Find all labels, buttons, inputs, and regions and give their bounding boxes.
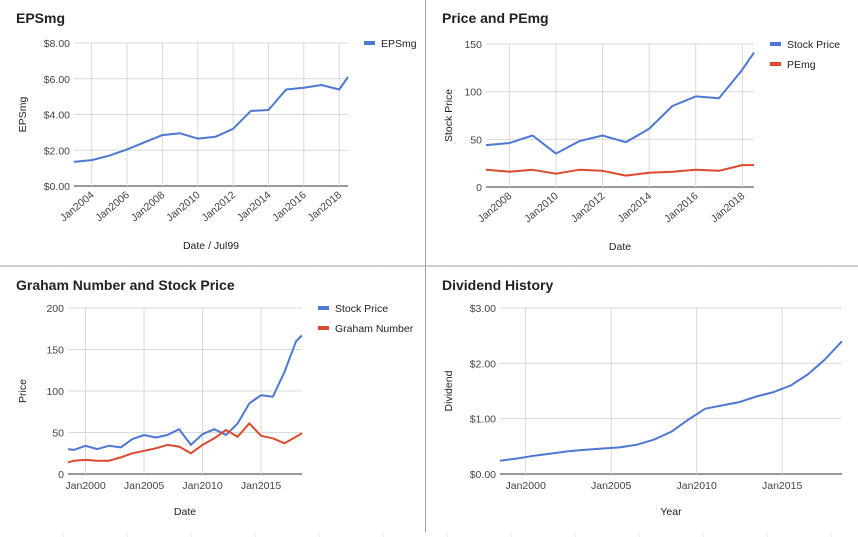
y-tick-label: 150	[464, 39, 482, 51]
y-tick-label: $2.00	[470, 358, 496, 370]
x-tick-label: Jan2000	[65, 480, 105, 492]
x-tick-label: Jan2014	[615, 190, 654, 225]
y-axis-label: Dividend	[443, 370, 455, 411]
chart-title: Dividend History	[442, 277, 553, 293]
legend-label: PEmg	[787, 59, 816, 71]
x-tick-label: Jan2008	[476, 190, 515, 225]
y-tick-label: 50	[470, 134, 482, 146]
legend-label: EPSmg	[381, 38, 417, 50]
x-tick-label: Jan2010	[182, 480, 222, 492]
y-tick-label: $0.00	[470, 469, 496, 481]
y-tick-label: 150	[46, 345, 64, 357]
y-tick-label: 50	[52, 428, 64, 440]
chart-panel-graham: Graham Number and Stock Price 0 50 100 150 20…	[0, 267, 425, 532]
legend-swatch	[770, 62, 781, 66]
legend-label: Stock Price	[335, 303, 388, 315]
x-tick-label: Jan2010	[164, 189, 203, 224]
x-tick-label: Jan2006	[93, 189, 132, 224]
chart-title: Graham Number and Stock Price	[16, 277, 235, 293]
y-tick-label: $1.00	[470, 414, 496, 426]
legend-swatch	[318, 326, 329, 330]
y-axis-label: Stock Price	[443, 89, 455, 142]
x-tick-label: Jan2008	[129, 189, 168, 224]
x-axis-label: Date	[174, 506, 196, 518]
x-tick-label: Jan2014	[235, 189, 274, 224]
x-tick-label: Jan2015	[762, 480, 802, 492]
x-tick-label: Jan2005	[591, 480, 631, 492]
y-tick-label: $2.00	[44, 145, 70, 157]
chart-title: Price and PEmg	[442, 10, 549, 26]
legend-label: Graham Number	[335, 323, 414, 335]
y-tick-label: $0.00	[44, 181, 70, 193]
y-tick-label: $8.00	[44, 38, 70, 50]
y-tick-label: 0	[58, 469, 64, 481]
x-axis-label: Year	[660, 506, 682, 518]
legend-swatch	[318, 306, 329, 310]
legend-swatch	[770, 42, 781, 46]
chart-eps: EPSmg$0.00$2.00$4.00$6.00$8.00Jan2004Jan…	[16, 10, 417, 252]
x-axis-label: Date / Jul99	[183, 240, 239, 252]
x-tick-label: Jan2012	[569, 190, 608, 225]
y-axis-label: EPSmg	[17, 97, 29, 133]
series-line-1	[67, 422, 303, 464]
y-tick-label: 200	[46, 303, 64, 315]
y-tick-label: 0	[476, 182, 482, 194]
x-tick-label: Jan2016	[662, 190, 701, 225]
chart-graham: Graham Number and Stock Price 0 50 100 150 20…	[16, 277, 414, 518]
y-tick-label: $3.00	[470, 303, 496, 315]
x-tick-label: Jan2000	[506, 480, 546, 492]
chart-title: EPSmg	[16, 10, 65, 26]
x-tick-label: Jan2012	[199, 189, 238, 224]
series-line-0	[485, 52, 755, 155]
chart-div: Dividend History $0.00 $1.00 $2.00 $3.00 Jan2…	[442, 277, 843, 518]
series-line-0	[499, 340, 843, 462]
y-axis-label: Price	[17, 379, 29, 403]
y-tick-label: $4.00	[44, 110, 70, 122]
chart-panel-div: Dividend History $0.00 $1.00 $2.00 $3.00 Jan2…	[426, 267, 858, 532]
x-tick-label: Jan2010	[677, 480, 717, 492]
x-tick-label: Jan2018	[709, 190, 748, 225]
chart-panel-eps: EPSmg $0.00 $2.00 $4.00 $6.00 $8.00 Jan2004 Jan…	[0, 0, 425, 265]
y-tick-label: $6.00	[44, 74, 70, 86]
y-tick-label: 100	[46, 386, 64, 398]
x-tick-label: Jan2015	[241, 480, 281, 492]
series-line-0	[73, 76, 349, 163]
x-tick-label: Jan2010	[522, 190, 561, 225]
legend-swatch	[364, 41, 375, 45]
x-tick-label: Jan2004	[58, 189, 97, 224]
series-line-0	[67, 334, 303, 451]
y-tick-label: 100	[464, 87, 482, 99]
x-axis-label: Date	[609, 241, 631, 253]
legend-label: Stock Price	[787, 39, 840, 51]
x-tick-label: Jan2018	[306, 189, 345, 224]
series-line-1	[485, 164, 754, 177]
x-tick-label: Jan2016	[270, 189, 309, 224]
chart-panel-pe: Price and PEmg 0 50 100 150 Jan2008 Jan2010 Jan…	[426, 0, 858, 265]
x-tick-label: Jan2005	[124, 480, 164, 492]
